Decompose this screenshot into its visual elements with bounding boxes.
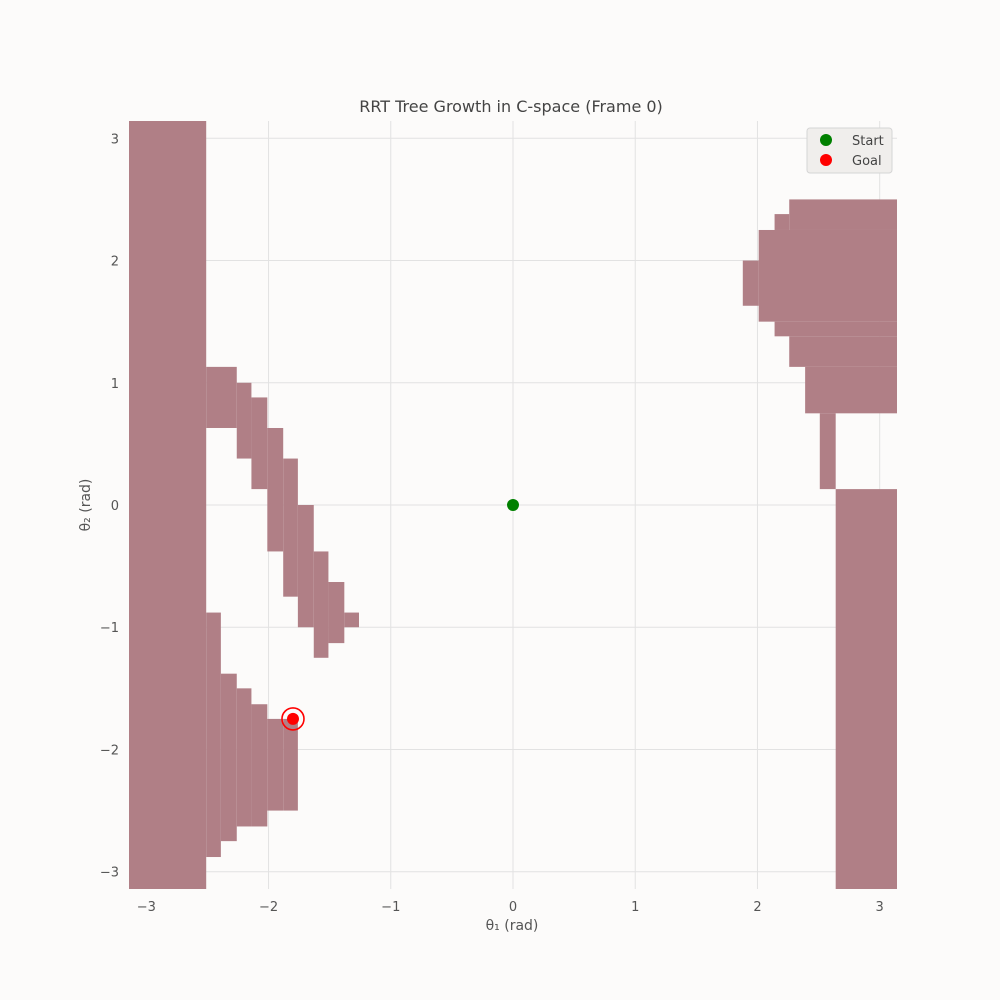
y-tick-label: 0	[111, 499, 119, 514]
y-axis-label: θ₂ (rad)	[78, 479, 94, 532]
legend-label-start: Start	[852, 134, 884, 149]
x-tick-label: −3	[137, 900, 156, 915]
obstacle-cell	[251, 704, 268, 827]
obstacle-cell	[344, 612, 359, 628]
x-tick-label: −2	[259, 900, 278, 915]
obstacle-cell	[758, 229, 897, 322]
obstacle-cell	[789, 336, 897, 367]
obstacle-cell	[129, 121, 207, 889]
obstacle-cell	[236, 382, 252, 459]
x-axis-label: θ₁ (rad)	[486, 918, 539, 934]
legend-label-goal: Goal	[852, 154, 882, 169]
obstacle-cell	[206, 366, 237, 428]
obstacle-regions	[129, 121, 897, 889]
x-tick-label: 2	[753, 900, 761, 915]
obstacle-cell	[251, 397, 268, 490]
y-tick-label: −1	[100, 621, 119, 636]
x-tick-label: 1	[631, 900, 639, 915]
x-tick-label: 0	[509, 900, 517, 915]
obstacle-cell	[313, 551, 329, 658]
obstacle-cell	[774, 214, 790, 230]
obstacle-cell	[267, 505, 284, 552]
goal-point	[286, 712, 299, 725]
obstacle-cell	[267, 718, 284, 811]
obstacle-cell	[328, 582, 345, 644]
legend-marker-start	[820, 134, 832, 146]
obstacle-cell	[789, 199, 897, 230]
obstacle-cell	[283, 718, 298, 811]
obstacle-cell	[206, 612, 221, 858]
y-tick-label: −3	[100, 866, 119, 881]
y-tick-label: 1	[111, 377, 119, 392]
x-tick-labels: −3 −2 −1 0 1 2 3	[137, 900, 884, 915]
y-tick-labels: −3 −2 −1 0 1 2 3	[100, 132, 119, 880]
y-tick-label: −2	[100, 743, 119, 758]
obstacle-cell	[297, 505, 314, 628]
obstacle-cell	[220, 673, 237, 842]
obstacle-cell	[835, 489, 897, 889]
x-tick-label: 3	[876, 900, 884, 915]
obstacle-cell	[774, 321, 897, 337]
y-tick-label: 2	[111, 255, 119, 270]
obstacle-cell	[267, 427, 284, 505]
obstacle-cell	[236, 688, 252, 827]
x-tick-label: −1	[381, 900, 400, 915]
obstacle-cell	[742, 260, 759, 306]
legend: Start Goal	[806, 127, 893, 174]
obstacle-cell	[283, 458, 298, 597]
data-points	[281, 499, 519, 731]
y-tick-label: 3	[111, 132, 119, 147]
legend-marker-goal	[820, 154, 832, 166]
obstacle-cell	[805, 366, 897, 414]
start-point	[507, 499, 519, 511]
goal-ring	[281, 707, 305, 731]
chart-title: RRT Tree Growth in C-space (Frame 0)	[359, 97, 663, 116]
obstacle-cell	[819, 413, 836, 490]
